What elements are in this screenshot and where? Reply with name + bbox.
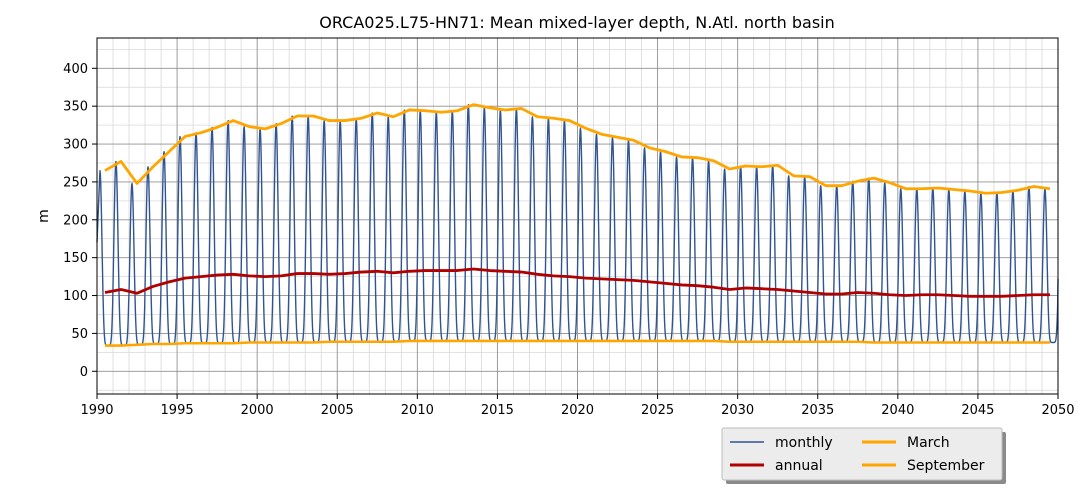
- legend-entry-march-label: March: [907, 435, 950, 451]
- monthly-series-line: [96, 104, 1059, 347]
- monthly-series-group: [96, 104, 1059, 347]
- x-tick-label: 1990: [80, 403, 113, 418]
- y-axis-label: m: [36, 209, 52, 223]
- x-tick-label: 2040: [881, 403, 914, 418]
- march-series-line: [104, 103, 1051, 195]
- y-tick-label: 100: [63, 289, 88, 304]
- chart-title: ORCA025.L75-HN71: Mean mixed-layer depth…: [319, 13, 834, 32]
- y-tick-label: 150: [63, 251, 88, 266]
- x-tick-label: 2025: [641, 403, 674, 418]
- march-series-group: [104, 103, 1051, 195]
- x-tick-label: 2050: [1041, 403, 1074, 418]
- x-tick-label: 1995: [161, 403, 194, 418]
- legend: monthly annual March September: [721, 427, 1006, 484]
- september-series-group: [105, 339, 1050, 347]
- legend-box: [721, 427, 1003, 481]
- legend-entry-monthly-label: monthly: [775, 435, 833, 451]
- annual-series-line: [104, 267, 1050, 298]
- x-tick-label: 2030: [721, 403, 754, 418]
- x-axis-ticks: 1990 1995 2000 2005 2010 2015 2020 2025 2030 2035…: [80, 394, 1075, 418]
- y-tick-label: 0: [80, 365, 88, 380]
- y-tick-label: 200: [63, 213, 88, 228]
- x-tick-label: 2045: [961, 403, 994, 418]
- x-tick-label: 2000: [241, 403, 274, 418]
- legend-entry-annual-label: annual: [775, 458, 823, 474]
- legend-entry-september-label: September: [907, 458, 985, 474]
- y-tick-label: 400: [63, 62, 88, 77]
- y-tick-label: 50: [71, 327, 88, 342]
- annual-series-group: [104, 267, 1050, 298]
- y-axis-ticks: 0 50 100 150 200 250 300 350 400: [63, 62, 97, 380]
- x-tick-label: 2010: [401, 403, 434, 418]
- y-tick-label: 350: [63, 100, 88, 115]
- x-tick-label: 2015: [481, 403, 514, 418]
- x-tick-label: 2020: [561, 403, 594, 418]
- y-tick-label: 250: [63, 175, 88, 190]
- september-series-line: [105, 339, 1050, 347]
- x-tick-label: 2005: [321, 403, 354, 418]
- x-tick-label: 2035: [801, 403, 834, 418]
- y-tick-label: 300: [63, 138, 88, 153]
